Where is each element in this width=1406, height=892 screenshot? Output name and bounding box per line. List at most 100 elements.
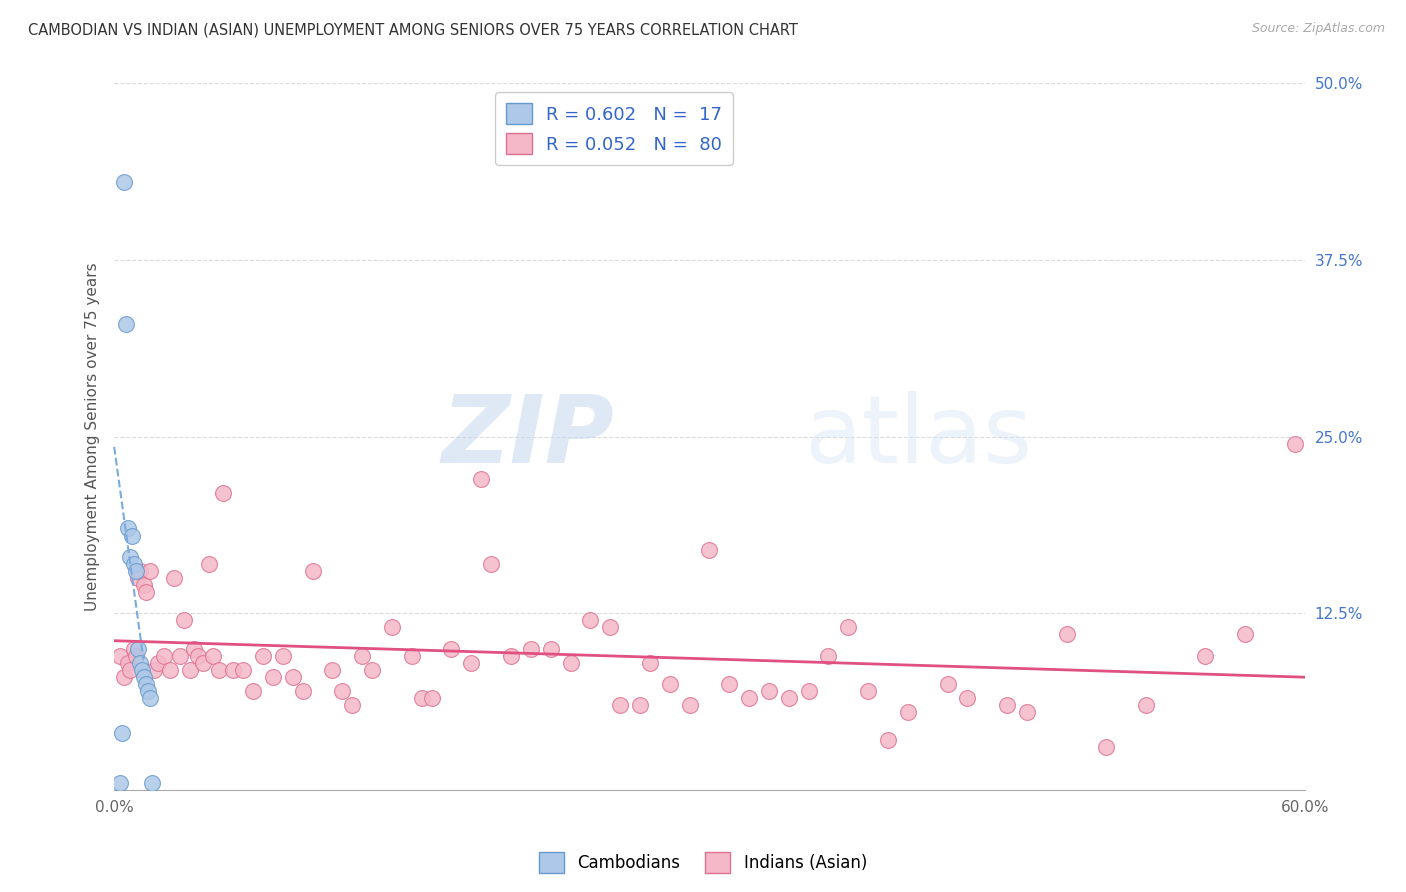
Point	[738, 691, 761, 706]
Point	[301, 564, 323, 578]
Point	[797, 684, 820, 698]
Point	[173, 613, 195, 627]
Point	[163, 571, 186, 585]
Point	[127, 641, 149, 656]
Point	[479, 557, 502, 571]
Point	[837, 620, 859, 634]
Point	[122, 557, 145, 571]
Point	[638, 656, 661, 670]
Point	[169, 648, 191, 663]
Point	[139, 564, 162, 578]
Point	[758, 684, 780, 698]
Point	[352, 648, 374, 663]
Point	[1234, 627, 1257, 641]
Point	[152, 648, 174, 663]
Point	[778, 691, 800, 706]
Point	[121, 528, 143, 542]
Point	[198, 557, 221, 571]
Point	[321, 663, 343, 677]
Point	[560, 656, 582, 670]
Point	[658, 677, 681, 691]
Point	[440, 641, 463, 656]
Point	[361, 663, 384, 677]
Point	[136, 684, 159, 698]
Point	[271, 648, 294, 663]
Point	[232, 663, 254, 677]
Point	[193, 656, 215, 670]
Point	[936, 677, 959, 691]
Y-axis label: Unemployment Among Seniors over 75 years: Unemployment Among Seniors over 75 years	[86, 262, 100, 611]
Point	[1015, 705, 1038, 719]
Point	[1056, 627, 1078, 641]
Point	[125, 564, 148, 578]
Point	[115, 317, 138, 331]
Point	[291, 684, 314, 698]
Point	[1284, 436, 1306, 450]
Point	[381, 620, 404, 634]
Point	[609, 698, 631, 712]
Point	[202, 648, 225, 663]
Text: atlas: atlas	[804, 391, 1033, 483]
Point	[142, 663, 165, 677]
Point	[120, 663, 142, 677]
Point	[132, 670, 155, 684]
Point	[460, 656, 482, 670]
Point	[401, 648, 423, 663]
Point	[222, 663, 245, 677]
Point	[183, 641, 205, 656]
Point	[877, 733, 900, 747]
Point	[186, 648, 208, 663]
Point	[956, 691, 979, 706]
Point	[540, 641, 562, 656]
Point	[1194, 648, 1216, 663]
Legend: R = 0.602   N =  17, R = 0.052   N =  80: R = 0.602 N = 17, R = 0.052 N = 80	[495, 93, 733, 165]
Point	[139, 691, 162, 706]
Point	[579, 613, 602, 627]
Point	[1095, 740, 1118, 755]
Point	[135, 677, 157, 691]
Point	[112, 670, 135, 684]
Point	[817, 648, 839, 663]
Point	[699, 542, 721, 557]
Point	[856, 684, 879, 698]
Point	[129, 564, 152, 578]
Point	[108, 648, 131, 663]
Point	[281, 670, 304, 684]
Point	[117, 656, 139, 670]
Point	[111, 726, 134, 740]
Legend: Cambodians, Indians (Asian): Cambodians, Indians (Asian)	[533, 846, 873, 880]
Point	[678, 698, 700, 712]
Text: CAMBODIAN VS INDIAN (ASIAN) UNEMPLOYMENT AMONG SENIORS OVER 75 YEARS CORRELATION: CAMBODIAN VS INDIAN (ASIAN) UNEMPLOYMENT…	[28, 22, 799, 37]
Point	[131, 663, 153, 677]
Text: Source: ZipAtlas.com: Source: ZipAtlas.com	[1251, 22, 1385, 36]
Point	[129, 656, 152, 670]
Point	[117, 521, 139, 535]
Point	[125, 648, 148, 663]
Text: ZIP: ZIP	[441, 391, 614, 483]
Point	[470, 472, 492, 486]
Point	[420, 691, 443, 706]
Point	[599, 620, 621, 634]
Point	[127, 571, 149, 585]
Point	[718, 677, 741, 691]
Point	[1135, 698, 1157, 712]
Point	[132, 578, 155, 592]
Point	[342, 698, 364, 712]
Point	[212, 486, 235, 500]
Point	[252, 648, 274, 663]
Point	[159, 663, 181, 677]
Point	[628, 698, 651, 712]
Point	[108, 776, 131, 790]
Point	[242, 684, 264, 698]
Point	[135, 585, 157, 599]
Point	[112, 175, 135, 189]
Point	[120, 549, 142, 564]
Point	[897, 705, 920, 719]
Point	[208, 663, 231, 677]
Point	[179, 663, 201, 677]
Point	[122, 641, 145, 656]
Point	[146, 656, 169, 670]
Point	[995, 698, 1018, 712]
Point	[411, 691, 433, 706]
Point	[499, 648, 522, 663]
